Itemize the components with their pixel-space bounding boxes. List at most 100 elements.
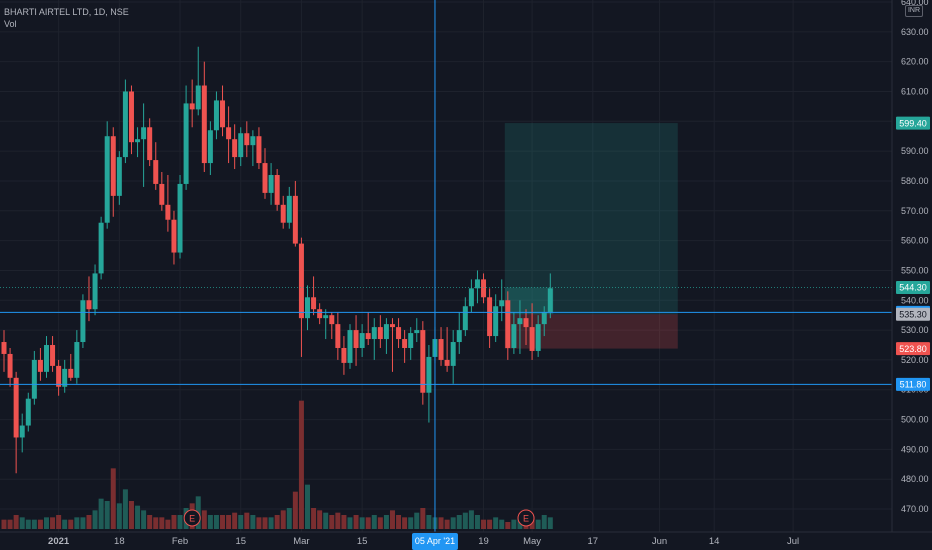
price-label-text: 523.80 xyxy=(899,344,927,354)
candle-body xyxy=(426,356,432,393)
volume-bar xyxy=(292,491,298,529)
price-label-text: 599.40 xyxy=(899,118,927,128)
candle-body xyxy=(153,160,159,184)
earnings-marker[interactable] xyxy=(183,509,201,527)
volume-bar xyxy=(347,517,353,529)
volume-bar xyxy=(377,517,383,529)
currency-badge[interactable]: INR xyxy=(905,5,923,17)
candle-body xyxy=(408,333,414,348)
candle-body xyxy=(493,306,499,337)
volume-bar xyxy=(128,501,134,529)
volume-bar xyxy=(541,515,547,529)
candle-body xyxy=(347,330,353,363)
candle-body xyxy=(165,204,171,220)
candle-body xyxy=(511,324,517,348)
volume-bar xyxy=(104,501,110,529)
candle-body xyxy=(147,127,153,161)
candle-body xyxy=(43,345,49,372)
price-label-badge xyxy=(896,377,930,391)
candle-body xyxy=(220,100,226,128)
volume-bar xyxy=(1,519,7,529)
earnings-marker-label: E xyxy=(189,514,195,524)
volume-bar xyxy=(329,515,335,529)
volume-bar xyxy=(62,519,68,529)
x-tick-label: Feb xyxy=(172,536,188,547)
x-tick-label: May xyxy=(523,536,541,547)
volume-bar xyxy=(250,515,256,529)
candle-body xyxy=(462,306,468,331)
candle-body xyxy=(274,174,280,205)
volume-bar xyxy=(86,515,92,529)
time-axis[interactable] xyxy=(0,532,932,550)
volume-bar xyxy=(201,510,207,529)
volume-bar xyxy=(98,498,104,529)
y-tick-label: 610.00 xyxy=(901,86,929,96)
y-tick-label: 540.00 xyxy=(901,295,929,305)
candle-body xyxy=(547,288,553,313)
volume-bar xyxy=(110,468,116,529)
volume-bar xyxy=(74,517,80,529)
candle-body xyxy=(171,219,177,253)
candle-body xyxy=(535,324,541,351)
price-label-text: 511.80 xyxy=(900,380,927,390)
candle-body xyxy=(74,342,80,378)
candle-body xyxy=(159,183,165,205)
volume-bar xyxy=(335,512,341,529)
candle-body xyxy=(280,204,286,223)
volume-bar xyxy=(50,517,56,529)
candle-body xyxy=(359,333,365,348)
candle-body xyxy=(19,425,25,438)
volume-bar xyxy=(359,517,365,529)
candle-body xyxy=(135,139,141,143)
x-tick-label: Mar xyxy=(293,536,309,547)
x-tick-label: Jul xyxy=(787,536,799,547)
volume-bar xyxy=(280,510,286,529)
y-tick-label: 550.00 xyxy=(901,265,929,275)
y-tick-label: 580.00 xyxy=(901,176,929,186)
earnings-marker[interactable] xyxy=(517,509,535,527)
volume-bar xyxy=(232,512,238,529)
candle-body xyxy=(25,398,31,426)
price-label-badge xyxy=(896,280,930,294)
volume-bar xyxy=(122,489,128,529)
volume-legend-label[interactable]: Vol xyxy=(4,19,17,29)
candle-body xyxy=(329,315,335,325)
volume-bar xyxy=(468,510,474,529)
candle-body xyxy=(468,288,474,307)
volume-bar xyxy=(80,517,86,529)
position-open-pnl xyxy=(504,287,554,315)
volume-bar xyxy=(7,519,13,529)
price-axis[interactable] xyxy=(892,0,932,550)
candle-body xyxy=(80,300,86,343)
candle-body xyxy=(420,330,426,393)
candle-body xyxy=(98,222,104,274)
long-position-tool[interactable] xyxy=(504,123,678,349)
candle-body xyxy=(505,300,511,348)
candle-body xyxy=(402,339,408,348)
volume-bar xyxy=(286,508,292,529)
volume-bar xyxy=(383,515,389,529)
candle-body xyxy=(317,309,323,319)
candle-body xyxy=(292,195,298,244)
volume-bar xyxy=(220,515,226,529)
volume-bar xyxy=(262,517,268,529)
volume-bar xyxy=(311,508,317,529)
volume-bar xyxy=(141,510,147,529)
candle-body xyxy=(177,183,183,253)
candle-body xyxy=(396,327,402,340)
candle-body xyxy=(116,157,122,196)
x-tick-label: 14 xyxy=(709,536,720,547)
volume-bar xyxy=(365,517,371,529)
horizontal-lines[interactable] xyxy=(0,0,892,532)
symbol-title[interactable]: BHARTI AIRTEL LTD, 1D, NSE xyxy=(4,7,129,17)
volume-bar xyxy=(153,517,159,529)
y-tick-label: 560.00 xyxy=(901,236,929,246)
candle-body xyxy=(238,133,244,158)
candle-body xyxy=(389,324,395,328)
position-profit-zone[interactable] xyxy=(504,123,678,315)
x-tick-label: 18 xyxy=(114,536,125,547)
y-tick-label: 470.00 xyxy=(901,504,929,514)
price-label-badge xyxy=(896,116,930,130)
